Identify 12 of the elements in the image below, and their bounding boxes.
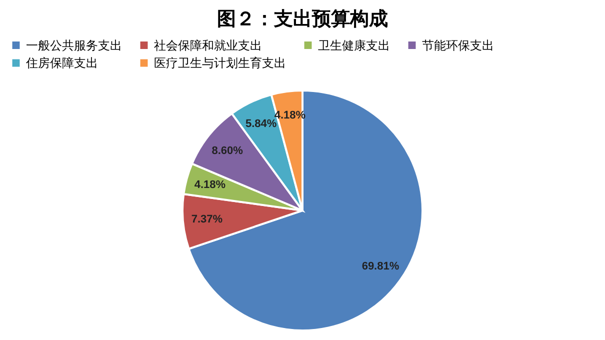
chart-title: 图２：支出预算构成 [217,8,388,30]
legend-label: 一般公共服务支出 [26,38,122,52]
data-label: 69.81% [362,260,400,272]
legend-label: 医疗卫生与计划生育支出 [154,56,286,70]
legend-label: 住房保障支出 [25,56,98,70]
legend-label: 社会保障和就业支出 [154,38,262,52]
legend-label: 卫生健康支出 [318,38,390,52]
legend-label: 节能环保支出 [422,38,494,52]
data-label: 8.60% [212,144,244,157]
data-label: 4.18% [194,178,226,191]
data-label: 5.84% [245,118,277,130]
data-label: 7.37% [191,213,223,226]
